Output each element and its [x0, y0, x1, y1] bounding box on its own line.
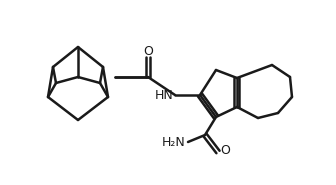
Text: HN: HN	[155, 88, 174, 102]
Text: H₂N: H₂N	[162, 135, 186, 149]
Text: O: O	[220, 144, 230, 157]
Text: O: O	[143, 45, 153, 58]
